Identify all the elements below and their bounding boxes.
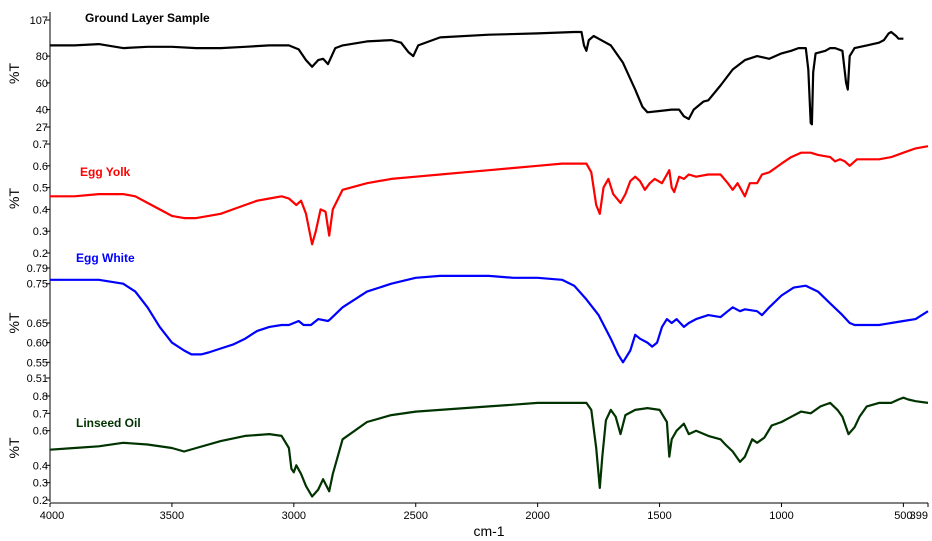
y-tick-label: 0.79: [27, 263, 48, 275]
y-tick-label: 0.5: [33, 183, 48, 195]
series-label: Egg White: [76, 251, 135, 265]
y-tick-label: 0.2: [33, 248, 48, 260]
x-tick-label: 4000: [40, 510, 64, 522]
y-tick-label: 0.6: [33, 161, 48, 173]
x-tick-label: 3000: [282, 510, 306, 522]
y-tick-label: 0.3: [33, 478, 48, 490]
y-tick-label: 40: [36, 105, 48, 117]
panel-2: 0.7 0.6 0.5 0.4 0.3 0.2 %T Egg Yolk: [6, 139, 929, 260]
y-tick-label: 0.6: [33, 426, 48, 438]
x-tick-label: 399: [910, 510, 928, 522]
series-label: Linseed Oil: [76, 416, 141, 430]
y-tick-label: 0.75: [27, 279, 48, 291]
series-line-4: [49, 396, 929, 498]
x-tick-label: 2000: [525, 510, 549, 522]
y-tick-label: 27: [36, 122, 48, 134]
panel-4: 0.8 0.7 0.6 0.4 0.3 0.2 %T Linseed Oil: [6, 391, 929, 507]
x-tick-label: 1500: [647, 510, 671, 522]
y-axis-label: %T: [6, 188, 22, 209]
series-label: Ground Layer Sample: [85, 11, 210, 25]
x-tick-label: 500: [894, 510, 912, 522]
y-tick-label: 107: [30, 15, 48, 27]
y-tick-label: 0.8: [33, 391, 48, 403]
y-tick-label: 0.55: [27, 357, 48, 369]
x-tick-label: 3500: [160, 510, 184, 522]
series-line-1: [50, 30, 904, 126]
y-tick-label: 0.60: [27, 338, 48, 350]
y-axis-label: %T: [6, 437, 22, 458]
panel-3: 0.79 0.75 0.65 0.60 0.55 0.51 %T Egg White: [6, 251, 929, 385]
y-axis-label: %T: [6, 312, 22, 333]
y-tick-label: 0.4: [33, 204, 48, 216]
series-line-2: [50, 145, 929, 246]
y-tick-label: 0.51: [27, 373, 48, 385]
series-label: Egg Yolk: [80, 165, 131, 179]
x-tick-label: 2500: [403, 510, 427, 522]
y-tick-label: 0.65: [27, 318, 48, 330]
x-tick-label: 1000: [769, 510, 793, 522]
y-tick-label: 0.7: [33, 408, 48, 420]
series-line-3: [50, 274, 929, 364]
y-tick-label: 0.3: [33, 226, 48, 238]
y-tick-label: 60: [36, 78, 48, 90]
y-tick-label: 0.4: [33, 460, 48, 472]
y-tick-label: 0.7: [33, 139, 48, 151]
panel-1: 107 80 60 40 27 %T Ground Layer Sample: [6, 11, 904, 134]
y-tick-label: 80: [36, 51, 48, 63]
y-axis-label: %T: [6, 63, 22, 84]
x-axis-label: cm-1: [473, 523, 504, 539]
y-tick-label: 0.2: [33, 495, 48, 507]
